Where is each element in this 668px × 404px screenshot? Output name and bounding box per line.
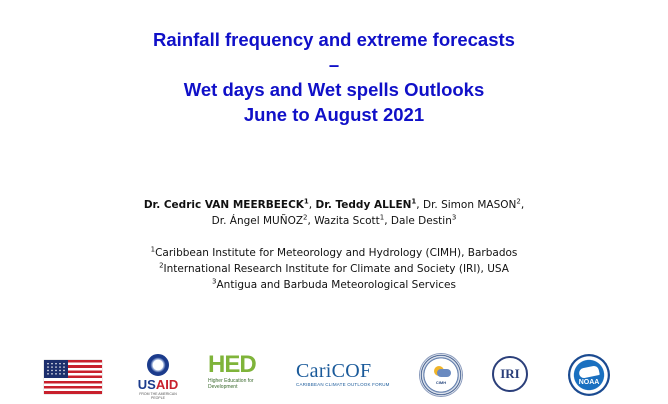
author: Dr. Cedric VAN MEERBEECK1 <box>143 197 309 211</box>
title-period: June to August 2021 <box>243 104 425 125</box>
cimh-logo: CIMH <box>420 354 462 396</box>
usaid-seal-icon <box>147 354 169 376</box>
usaid-tagline: FROM THE AMERICAN PEOPLE <box>139 392 177 400</box>
caricof-wordmark: CariCOF <box>296 360 372 382</box>
seagull-icon <box>578 365 600 379</box>
affiliation: 2International Research Institute for Cl… <box>159 261 509 275</box>
author-line-2: Dr. Ángel MUÑOZ2, Wazita Scott1, Dale De… <box>211 213 457 227</box>
author-line-1: Dr. Cedric VAN MEERBEECK1, Dr. Teddy ALL… <box>143 197 525 211</box>
cimh-wordmark: CIMH <box>435 380 447 385</box>
author-list: Dr. Cedric VAN MEERBEECK1, Dr. Teddy ALL… <box>0 197 668 229</box>
title-line-3: Wet days and Wet spells Outlooks <box>183 79 485 100</box>
caricof-tagline: CARIBBEAN CLIMATE OUTLOOK FORUM <box>296 382 390 387</box>
author: Dale Destin3 <box>390 213 457 227</box>
title-dash: – <box>328 54 340 75</box>
flag-canton <box>44 360 68 378</box>
noaa-logo: NOAA <box>568 354 610 396</box>
usaid-wordmark: USAID <box>137 377 179 392</box>
author: Dr. Simon MASON2 <box>422 197 521 211</box>
affiliation: 1Caribbean Institute for Meteorology and… <box>150 245 518 259</box>
hed-tagline: Higher Education for Development <box>208 378 254 390</box>
presentation-title: Rainfall frequency and extreme forecasts… <box>0 27 668 127</box>
author: Dr. Teddy ALLEN1 <box>315 197 417 211</box>
hed-wordmark: HED <box>208 351 257 378</box>
caricof-logo: CariCOF CARIBBEAN CLIMATE OUTLOOK FORUM <box>296 360 392 396</box>
author: Wazita Scott1 <box>314 213 385 227</box>
hed-logo: HED Higher Education for Development <box>208 352 262 400</box>
title-line-1: Rainfall frequency and extreme forecasts <box>153 29 515 50</box>
us-flag-logo <box>44 360 102 394</box>
cloud-icon <box>437 369 451 377</box>
affiliation: 3Antigua and Barbuda Meteorological Serv… <box>212 277 456 291</box>
noaa-wordmark: NOAA <box>578 379 600 386</box>
usaid-logo: USAID FROM THE AMERICAN PEOPLE <box>134 354 182 400</box>
iri-wordmark: IRI <box>500 366 520 381</box>
iri-logo: IRI <box>492 356 528 392</box>
author: Dr. Ángel MUÑOZ2 <box>211 213 308 227</box>
affiliation-list: 1Caribbean Institute for Meteorology and… <box>0 245 668 293</box>
